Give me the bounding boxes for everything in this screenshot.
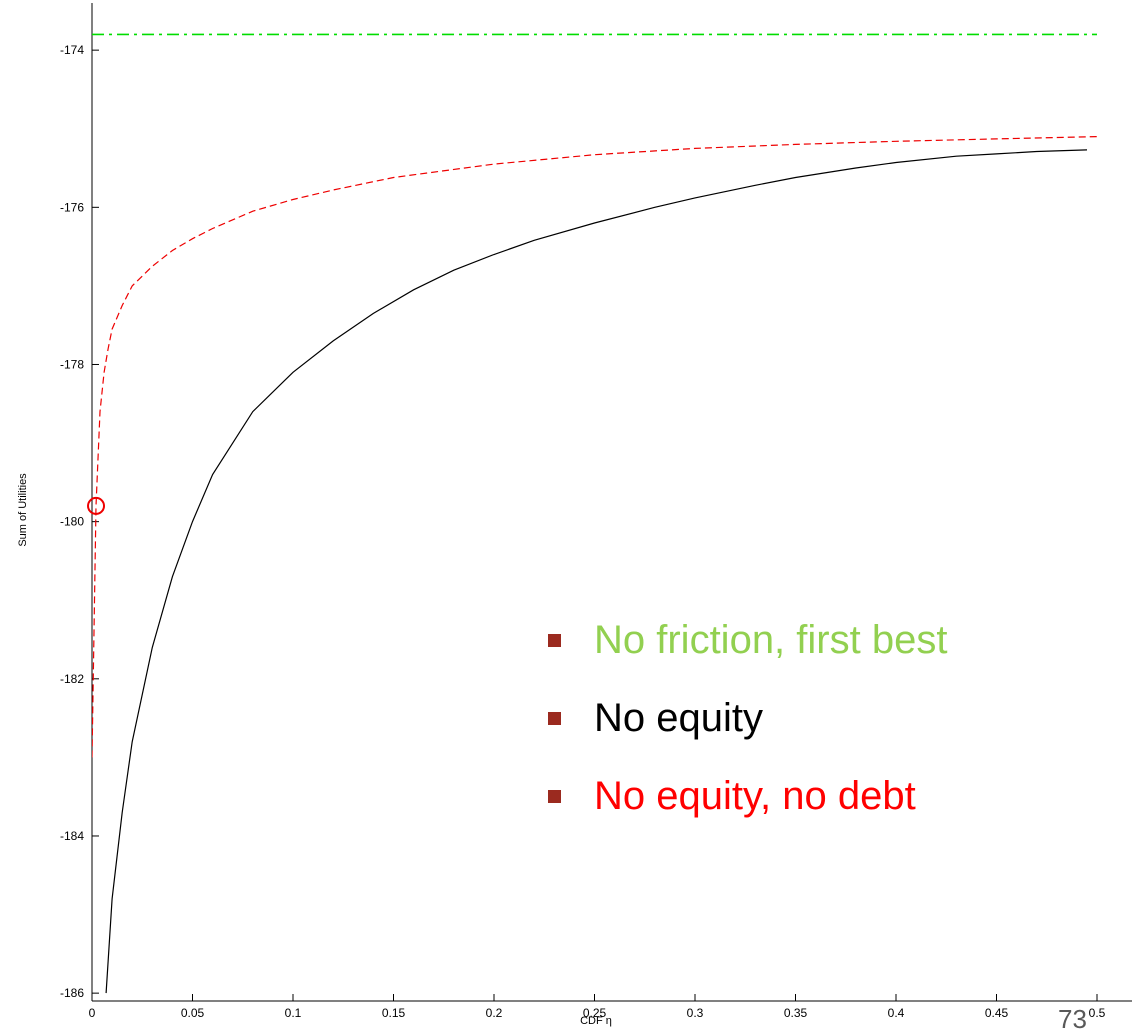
x-axis-title: CDF η: [580, 1015, 612, 1027]
axes: [91, 3, 1132, 1002]
series-layer: [92, 33, 1098, 994]
x-axis: 0 0.05 0.1 0.15 0.2 0.25 0.3 0.35 0.4 0.45 0.5: [89, 994, 1106, 1020]
marker-layer: [87, 496, 106, 515]
legend-item-no-equity: No equity: [548, 696, 947, 740]
y-tick-label: -186: [60, 986, 84, 1000]
legend-item-first-best: No friction, first best: [548, 618, 947, 662]
y-axis: -174 -176 -178 -180 -182 -184 -186: [60, 43, 99, 1000]
x-tick-label: 0.3: [687, 1006, 704, 1020]
x-tick-label: 0.5: [1089, 1006, 1106, 1020]
y-tick-label: -176: [60, 200, 84, 214]
y-axis-title: Sum of Utilities: [17, 473, 29, 547]
y-tick-label: -182: [60, 672, 84, 686]
legend-label-first-best: No friction, first best: [594, 618, 948, 662]
y-tick-label: -180: [60, 515, 84, 529]
x-tick-label: 0.2: [486, 1006, 503, 1020]
legend: No friction, first best No equity No equ…: [548, 618, 947, 852]
legend-item-no-equity-no-debt: No equity, no debt: [548, 774, 947, 818]
x-tick-label: 0.45: [985, 1006, 1009, 1020]
x-tick-label: 0.4: [888, 1006, 905, 1020]
legend-bullet-icon: [548, 789, 561, 803]
page-number: 73: [1058, 1004, 1087, 1034]
x-tick-label: 0.1: [285, 1006, 302, 1020]
legend-label-no-equity: No equity: [594, 696, 763, 740]
series-line-no-equity: [105, 149, 1088, 994]
y-tick-label: -184: [60, 829, 84, 843]
legend-label-no-equity-no-debt: No equity, no debt: [594, 774, 916, 818]
legend-bullet-icon: [548, 633, 561, 647]
x-tick-label: 0.05: [181, 1006, 205, 1020]
x-tick-label: 0: [89, 1006, 96, 1020]
series-line-no-equity-no-debt: [92, 136, 1098, 758]
x-tick-label: 0.35: [784, 1006, 808, 1020]
y-tick-label: -178: [60, 357, 84, 371]
x-tick-label: 0.15: [382, 1006, 406, 1020]
marker-circle-icon: [87, 496, 106, 515]
x-tick-label: 0.25: [583, 1006, 607, 1020]
legend-bullet-icon: [548, 711, 561, 725]
y-tick-label: -174: [60, 43, 84, 57]
